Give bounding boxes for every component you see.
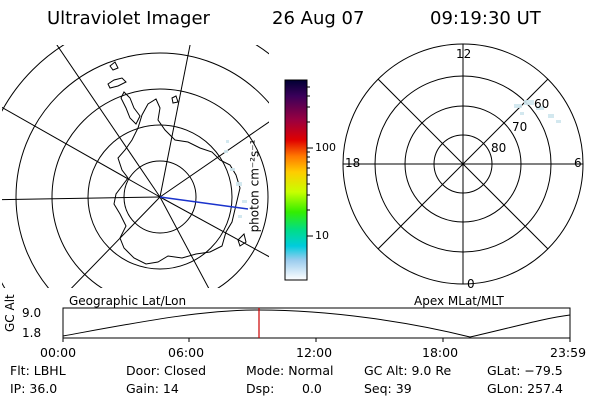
time-label: 09:19:30 UT	[430, 8, 541, 29]
altitude-ytick-low: 1.8	[22, 326, 42, 340]
xtick-1200: 12:00	[296, 345, 333, 360]
gc-alt-info: GC Alt: 9.0 Re	[364, 363, 452, 378]
glat-info: GLat: −79.5	[487, 363, 563, 378]
geographic-map-label: Geographic Lat/Lon	[69, 294, 187, 308]
glon-info: GLon: 257.4	[487, 381, 563, 396]
colorbar-tick-100: 100	[315, 141, 336, 154]
gain-info: Gain: 14	[126, 381, 179, 396]
seq-info: Seq: 39	[364, 381, 412, 396]
xtick-0000: 00:00	[40, 345, 77, 360]
date-label: 26 Aug 07	[272, 8, 365, 29]
door-info: Door: Closed	[126, 363, 207, 378]
instrument-title: Ultraviolet Imager	[47, 8, 210, 29]
xtick-0600: 06:00	[168, 345, 205, 360]
ip-info: IP: 36.0	[10, 381, 58, 396]
altitude-ylabel: GC Alt	[3, 294, 17, 332]
mlat-label-80: 80	[491, 141, 507, 155]
filter-info: Flt: LBHL	[10, 363, 66, 378]
mlt-label-0: 0	[467, 277, 475, 291]
mlat-label-70: 70	[512, 120, 528, 134]
mlt-label-18: 18	[345, 156, 361, 170]
xtick-2359: 23:59	[550, 345, 587, 360]
mlat-label-60: 60	[534, 97, 550, 111]
apex-map-label: Apex MLat/MLT	[414, 294, 504, 308]
colorbar-tick-10: 10	[315, 229, 329, 242]
mlt-label-12: 12	[456, 47, 472, 61]
altitude-ytick-high: 9.0	[22, 306, 42, 320]
dsp-value: 0.0	[302, 381, 322, 396]
xtick-1800: 18:00	[422, 345, 459, 360]
mlt-label-6: 6	[574, 156, 582, 170]
dsp-label: Dsp:	[246, 381, 275, 396]
mode-info: Mode: Normal	[246, 363, 334, 378]
